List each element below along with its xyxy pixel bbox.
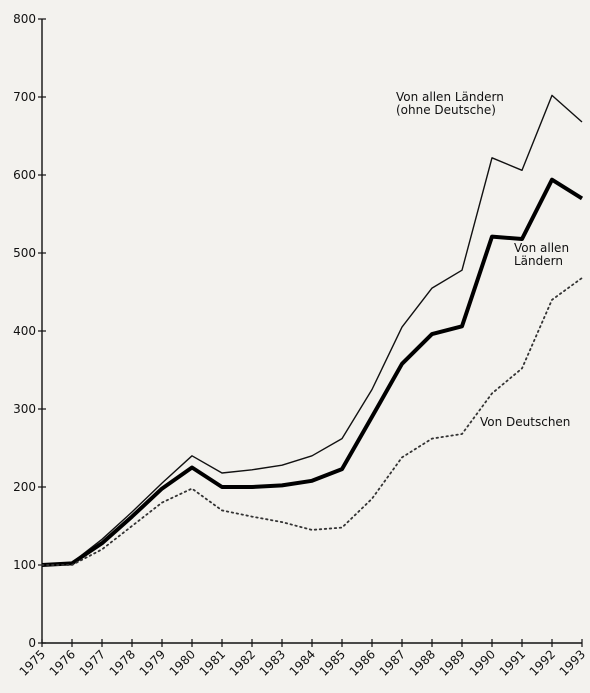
- y-tick-label: 600: [13, 168, 36, 182]
- x-tick-label: 1986: [347, 647, 378, 678]
- x-tick-label: 1987: [377, 647, 408, 678]
- x-tick-label: 1980: [167, 647, 198, 678]
- x-tick-label: 1976: [47, 647, 78, 678]
- series-annotation-2: Von Deutschen: [480, 415, 570, 429]
- x-tick-label: 1992: [527, 647, 558, 678]
- x-tick-label: 1978: [107, 647, 138, 678]
- y-tick-label: 500: [13, 246, 36, 260]
- x-tick-label: 1989: [437, 647, 468, 678]
- x-tick-label: 1985: [317, 647, 348, 678]
- series-line-0: [41, 94, 583, 566]
- series-annotation-0: Von allen Ländern: [396, 90, 504, 104]
- y-tick-label: 0: [28, 636, 36, 650]
- x-tick-label: 1988: [407, 647, 438, 678]
- x-tick-label: 1991: [497, 647, 528, 678]
- y-tick-label: 700: [13, 90, 36, 104]
- x-tick-label: 1975: [17, 647, 48, 678]
- axes: 0100200300400500600700800197519761977197…: [13, 12, 588, 679]
- x-tick-label: 1977: [77, 647, 108, 678]
- x-tick-label: 1982: [227, 647, 258, 678]
- x-tick-label: 1979: [137, 647, 168, 678]
- series-line-1: [41, 177, 584, 567]
- y-tick-label: 100: [13, 558, 36, 572]
- series-annotation-1: Ländern: [514, 254, 563, 268]
- x-tick-label: 1983: [257, 647, 288, 678]
- y-tick-label: 400: [13, 324, 36, 338]
- series-layer: [41, 94, 584, 567]
- x-tick-label: 1993: [557, 647, 588, 678]
- annotation-layer: Von allen Ländern(ohne Deutsche)Von alle…: [396, 90, 570, 429]
- y-tick-label: 300: [13, 402, 36, 416]
- x-tick-label: 1984: [287, 647, 318, 678]
- x-tick-label: 1990: [467, 647, 498, 678]
- series-line-2: [41, 277, 583, 566]
- y-tick-label: 200: [13, 480, 36, 494]
- series-annotation-0: (ohne Deutsche): [396, 103, 496, 117]
- series-annotation-1: Von allen: [514, 241, 569, 255]
- y-tick-label: 800: [13, 12, 36, 26]
- x-tick-label: 1981: [197, 647, 228, 678]
